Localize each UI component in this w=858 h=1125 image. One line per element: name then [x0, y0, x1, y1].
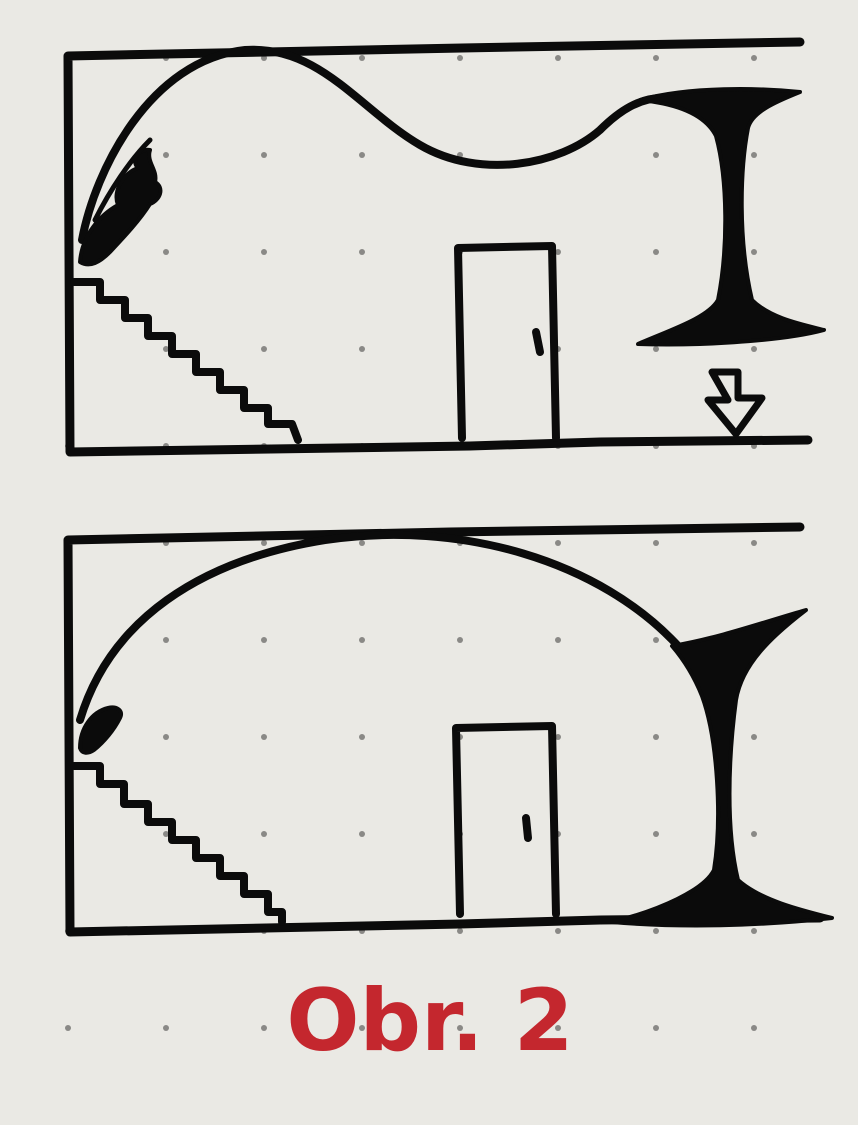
stairs [70, 762, 286, 926]
grid-dot [555, 55, 561, 61]
grid-dot [555, 1025, 561, 1031]
grid-dot [653, 540, 659, 546]
grid-dot [751, 831, 757, 837]
grid-dot [751, 55, 757, 61]
grid-dot [359, 1025, 365, 1031]
grid-dot [555, 637, 561, 643]
grid-dot [555, 249, 561, 255]
grid-dot [359, 152, 365, 158]
grid-dot [653, 152, 659, 158]
grid-dot [653, 831, 659, 837]
grid-dot [751, 540, 757, 546]
top-panel [63, 37, 826, 457]
grid-dot [653, 637, 659, 643]
grid-dot [65, 1025, 71, 1031]
ink-pillar [610, 608, 834, 928]
grid-dot [163, 346, 169, 352]
grid-dot [555, 734, 561, 740]
room-frame [63, 37, 813, 457]
grid-dot [359, 249, 365, 255]
door-knob [522, 814, 532, 842]
grid-dot [751, 249, 757, 255]
grid-dot [359, 346, 365, 352]
grid-dot [751, 1025, 757, 1031]
grid-dot [163, 734, 169, 740]
grid-dot [457, 928, 463, 934]
grid-dot [653, 55, 659, 61]
grid-dot [261, 152, 267, 158]
grid-dot [751, 734, 757, 740]
bottom-panel [63, 522, 834, 937]
down-arrow [704, 368, 766, 438]
grid-dot [751, 152, 757, 158]
grid-dot [163, 152, 169, 158]
grid-dot [359, 540, 365, 546]
grid-dot [555, 928, 561, 934]
grid-dot [359, 637, 365, 643]
grid-dot [261, 734, 267, 740]
grid-dot [261, 540, 267, 546]
grid-dot [261, 346, 267, 352]
grid-dot [457, 1025, 463, 1031]
grid-dot [359, 55, 365, 61]
grid-dot [751, 928, 757, 934]
door [452, 722, 560, 918]
figure-caption: Obr. 2 [286, 971, 573, 1071]
ink-pillar [636, 87, 826, 347]
grid-dot [751, 346, 757, 352]
grid-dot [653, 1025, 659, 1031]
stairs [70, 278, 302, 444]
grid-dot [653, 734, 659, 740]
grid-dot [163, 637, 169, 643]
grid-dot [163, 831, 169, 837]
door [454, 242, 560, 442]
door-knob [532, 328, 544, 356]
flame-figure [78, 705, 123, 755]
wavy-ceiling [78, 45, 666, 244]
grid-dot [653, 928, 659, 934]
grid-dot [163, 1025, 169, 1031]
room-frame [63, 522, 825, 937]
grid-dot [457, 55, 463, 61]
grid-dot [261, 831, 267, 837]
grid-dot [261, 1025, 267, 1031]
grid-dot [653, 346, 659, 352]
grid-dot [653, 249, 659, 255]
flame-figure [78, 137, 163, 267]
grid-dot [359, 734, 365, 740]
grid-dot [457, 637, 463, 643]
grid-dot [555, 540, 561, 546]
grid-dot [261, 637, 267, 643]
grid-dot [359, 831, 365, 837]
grid-dot [163, 249, 169, 255]
arched-ceiling [76, 531, 684, 724]
grid-dot [261, 249, 267, 255]
